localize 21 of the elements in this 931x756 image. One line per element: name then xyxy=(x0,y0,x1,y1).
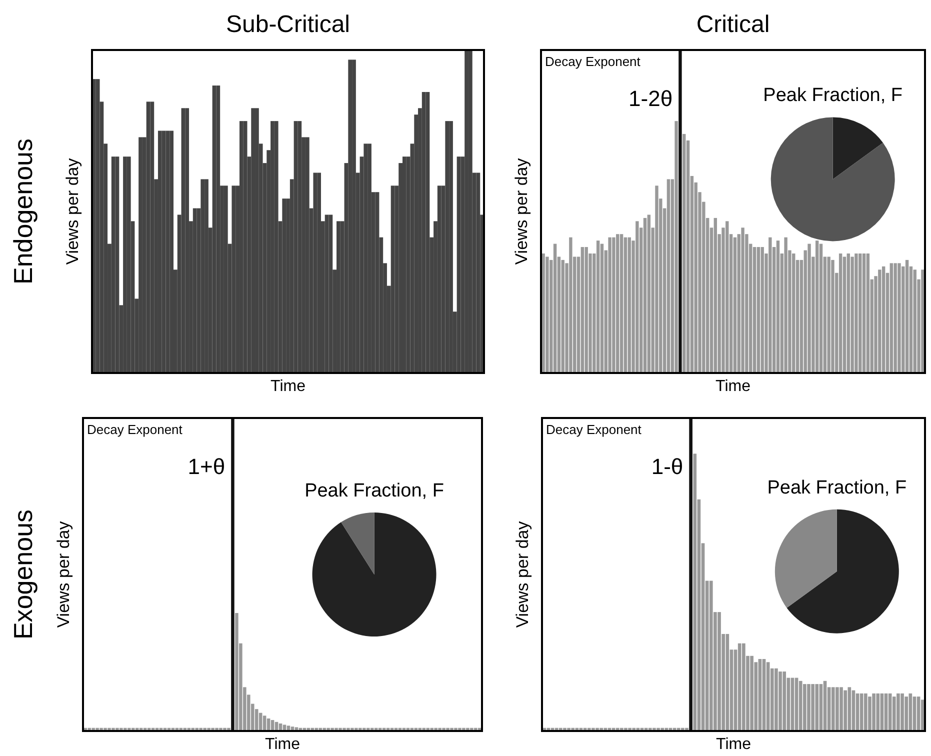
text: Exogenous xyxy=(8,509,38,640)
chart-title: Peak Fraction, F xyxy=(304,480,444,502)
x-axis-title: Time xyxy=(265,736,300,753)
x-axis-title: Time xyxy=(716,736,752,753)
annotation: Decay Exponent xyxy=(546,422,642,437)
y-axis-title: Views per day xyxy=(512,158,531,265)
annotation: Decay Exponent xyxy=(87,422,183,437)
y-axis-title: Views per day xyxy=(63,158,82,265)
text: Endogenous xyxy=(8,138,38,285)
x-axis-title: Time xyxy=(716,378,751,395)
x-axis-title: Time xyxy=(270,378,306,395)
y-axis-title: Views per day xyxy=(54,520,73,628)
chart-title: Peak Fraction, F xyxy=(767,477,907,498)
y-axis-title: Views per day xyxy=(513,520,532,628)
annotation: 1-2θ xyxy=(628,86,673,111)
annotation: Decay Exponent xyxy=(545,54,641,69)
chart-title: Sub-Critical xyxy=(226,11,350,38)
chart-title: Critical xyxy=(696,11,770,38)
chart-title: Peak Fraction, F xyxy=(763,85,903,106)
annotation: 1+θ xyxy=(188,454,226,479)
annotation: 1-θ xyxy=(651,454,684,479)
